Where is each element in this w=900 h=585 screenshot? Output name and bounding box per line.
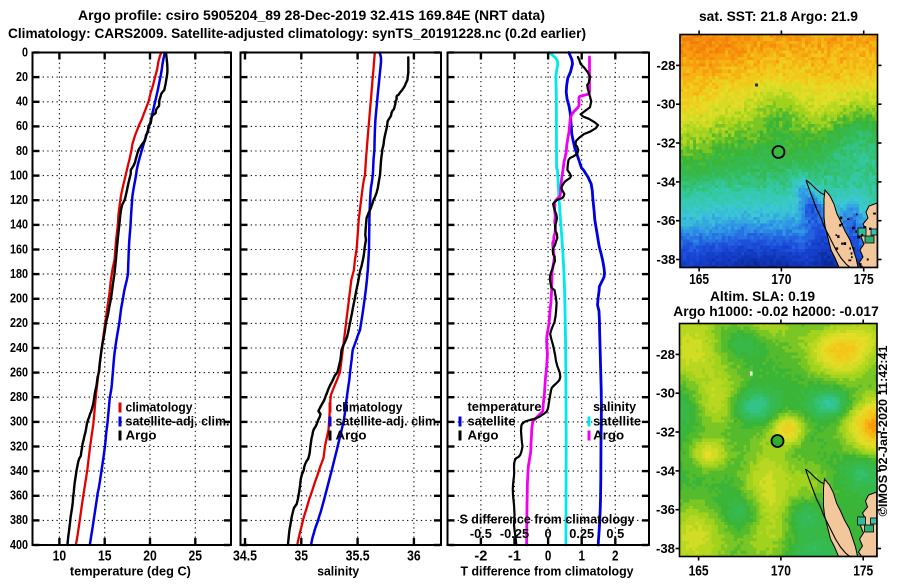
svg-text:35: 35	[295, 548, 309, 565]
svg-text:salinity: salinity	[593, 399, 637, 414]
svg-text:200: 200	[10, 291, 28, 306]
svg-text:36: 36	[407, 548, 421, 565]
svg-text:120: 120	[10, 192, 28, 207]
svg-text:temperature (deg C): temperature (deg C)	[70, 565, 191, 579]
svg-text:S difference from climatology: S difference from climatology	[460, 512, 636, 527]
svg-text:340: 340	[10, 463, 28, 478]
svg-text:1: 1	[578, 548, 585, 565]
svg-text:320: 320	[10, 438, 28, 453]
svg-text:220: 220	[10, 315, 28, 330]
svg-text:Argo: Argo	[593, 428, 624, 443]
svg-text:Argo profile: csiro 5905204_89: Argo profile: csiro 5905204_89 28-Dec-20…	[78, 8, 545, 23]
svg-text:80: 80	[16, 143, 28, 158]
svg-text:34.5: 34.5	[233, 548, 257, 565]
svg-text:climatology: climatology	[336, 400, 404, 415]
svg-text:satellite: satellite	[593, 414, 641, 429]
svg-text:160: 160	[10, 241, 28, 256]
svg-text:100: 100	[10, 167, 28, 182]
svg-text:140: 140	[10, 217, 28, 232]
svg-text:satellite: satellite	[468, 414, 516, 429]
svg-text:180: 180	[10, 266, 28, 281]
svg-text:20: 20	[143, 548, 157, 565]
svg-text:25: 25	[189, 548, 203, 565]
svg-text:40: 40	[16, 94, 28, 109]
svg-text:-0.25: -0.25	[500, 526, 529, 541]
svg-text:280: 280	[10, 389, 28, 404]
svg-text:Climatology: CARS2009. Satelli: Climatology: CARS2009. Satellite-adjuste…	[8, 26, 586, 41]
svg-text:10: 10	[53, 548, 67, 565]
svg-text:Argo: Argo	[336, 428, 367, 443]
svg-text:-0.5: -0.5	[470, 526, 492, 541]
svg-text:2: 2	[612, 548, 619, 565]
svg-text:0: 0	[545, 548, 552, 565]
svg-text:-1: -1	[508, 548, 521, 565]
svg-text:260: 260	[10, 364, 28, 379]
svg-text:0: 0	[545, 526, 552, 541]
svg-text:satellite-adj. clim.: satellite-adj. clim.	[336, 414, 440, 429]
svg-text:-2: -2	[474, 548, 487, 565]
svg-text:60: 60	[16, 118, 28, 133]
svg-text:20: 20	[16, 69, 28, 84]
svg-text:temperature: temperature	[468, 399, 542, 414]
svg-text:0.5: 0.5	[606, 526, 624, 541]
svg-text:0: 0	[22, 44, 28, 59]
svg-text:climatology: climatology	[126, 400, 194, 415]
svg-text:Argo: Argo	[126, 428, 157, 443]
svg-text:15: 15	[98, 548, 112, 565]
svg-text:satellite-adj. clim.: satellite-adj. clim.	[126, 414, 230, 429]
svg-text:360: 360	[10, 488, 28, 503]
svg-text:240: 240	[10, 340, 28, 355]
svg-text:380: 380	[10, 512, 28, 527]
svg-text:0.25: 0.25	[569, 526, 594, 541]
svg-text:Argo: Argo	[468, 428, 499, 443]
svg-text:T difference from climatology: T difference from climatology	[461, 565, 634, 579]
svg-text:salinity: salinity	[317, 565, 359, 579]
svg-text:400: 400	[10, 537, 28, 552]
svg-text:300: 300	[10, 414, 28, 429]
svg-text:35.5: 35.5	[346, 548, 370, 565]
